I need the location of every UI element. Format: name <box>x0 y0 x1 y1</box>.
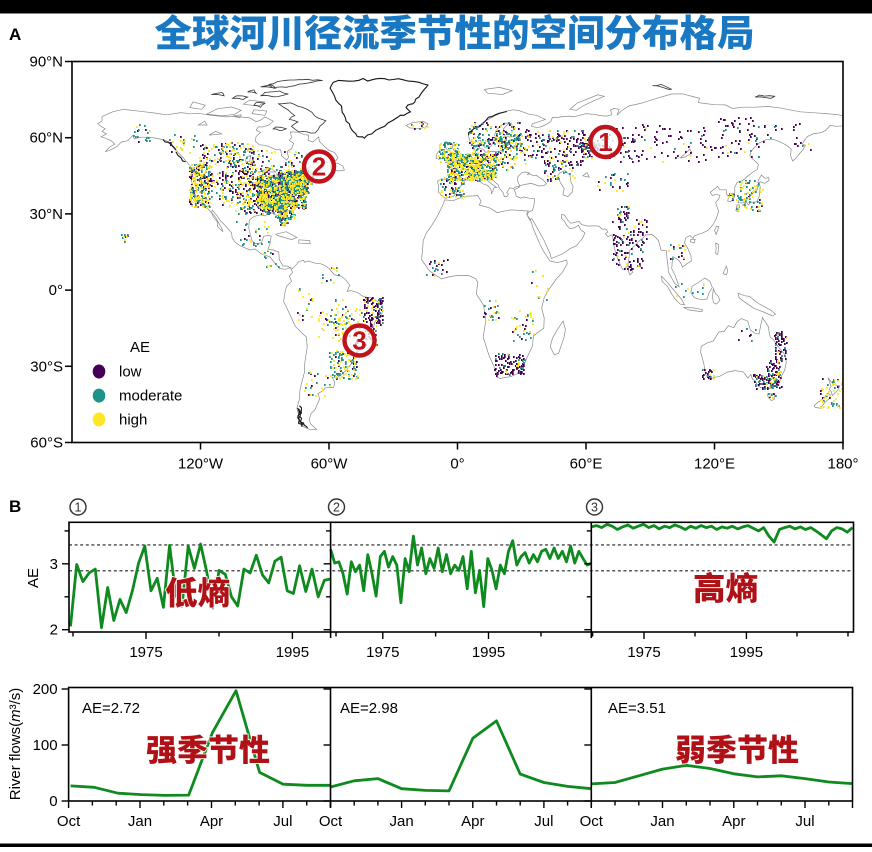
svg-text:Oct: Oct <box>319 813 343 830</box>
svg-text:AE: AE <box>25 568 42 588</box>
svg-text:Oct: Oct <box>580 813 604 830</box>
svg-text:River flows(m³/s): River flows(m³/s) <box>7 688 24 801</box>
svg-text:2: 2 <box>50 622 58 639</box>
svg-text:0°: 0° <box>450 456 464 473</box>
svg-text:AE=3.51: AE=3.51 <box>608 700 666 717</box>
svg-text:AE=2.98: AE=2.98 <box>340 700 398 717</box>
svg-text:1: 1 <box>598 127 612 157</box>
svg-text:Apr: Apr <box>200 813 223 830</box>
svg-text:60°W: 60°W <box>311 456 349 473</box>
svg-text:180°: 180° <box>827 456 858 473</box>
svg-text:Jul: Jul <box>273 813 292 830</box>
svg-text:1975: 1975 <box>366 644 399 661</box>
svg-text:AE: AE <box>130 339 150 356</box>
svg-text:30°N: 30°N <box>29 206 63 223</box>
svg-text:low: low <box>119 364 142 381</box>
svg-text:Apr: Apr <box>461 813 484 830</box>
svg-text:1975: 1975 <box>627 644 660 661</box>
svg-text:Oct: Oct <box>57 813 81 830</box>
svg-text:1995: 1995 <box>472 644 505 661</box>
svg-text:0°: 0° <box>49 282 63 299</box>
svg-text:200: 200 <box>33 681 58 698</box>
svg-text:3: 3 <box>50 556 58 573</box>
svg-text:Jan: Jan <box>650 813 674 830</box>
svg-text:30°S: 30°S <box>30 358 63 375</box>
svg-text:A: A <box>9 25 21 44</box>
svg-text:Jul: Jul <box>795 813 814 830</box>
svg-text:2: 2 <box>333 501 340 515</box>
svg-text:Apr: Apr <box>722 813 745 830</box>
svg-text:60°S: 60°S <box>30 435 63 452</box>
svg-text:1975: 1975 <box>129 644 162 661</box>
svg-text:Jul: Jul <box>534 813 553 830</box>
svg-text:120°W: 120°W <box>178 456 224 473</box>
svg-text:3: 3 <box>352 326 366 356</box>
svg-text:Jan: Jan <box>128 813 152 830</box>
svg-text:1995: 1995 <box>730 644 763 661</box>
svg-text:0: 0 <box>49 793 57 810</box>
svg-text:moderate: moderate <box>119 388 182 405</box>
svg-text:3: 3 <box>591 501 598 515</box>
svg-text:2: 2 <box>312 152 326 182</box>
svg-text:1995: 1995 <box>276 644 309 661</box>
svg-text:120°E: 120°E <box>694 456 735 473</box>
svg-text:90°N: 90°N <box>29 54 63 71</box>
svg-text:Jan: Jan <box>390 813 414 830</box>
svg-text:high: high <box>119 411 147 428</box>
svg-text:60°E: 60°E <box>570 456 603 473</box>
svg-text:AE=2.72: AE=2.72 <box>82 700 140 717</box>
svg-text:100: 100 <box>33 737 58 754</box>
svg-text:B: B <box>9 497 21 516</box>
svg-text:1: 1 <box>75 501 82 515</box>
svg-text:60°N: 60°N <box>29 130 63 147</box>
